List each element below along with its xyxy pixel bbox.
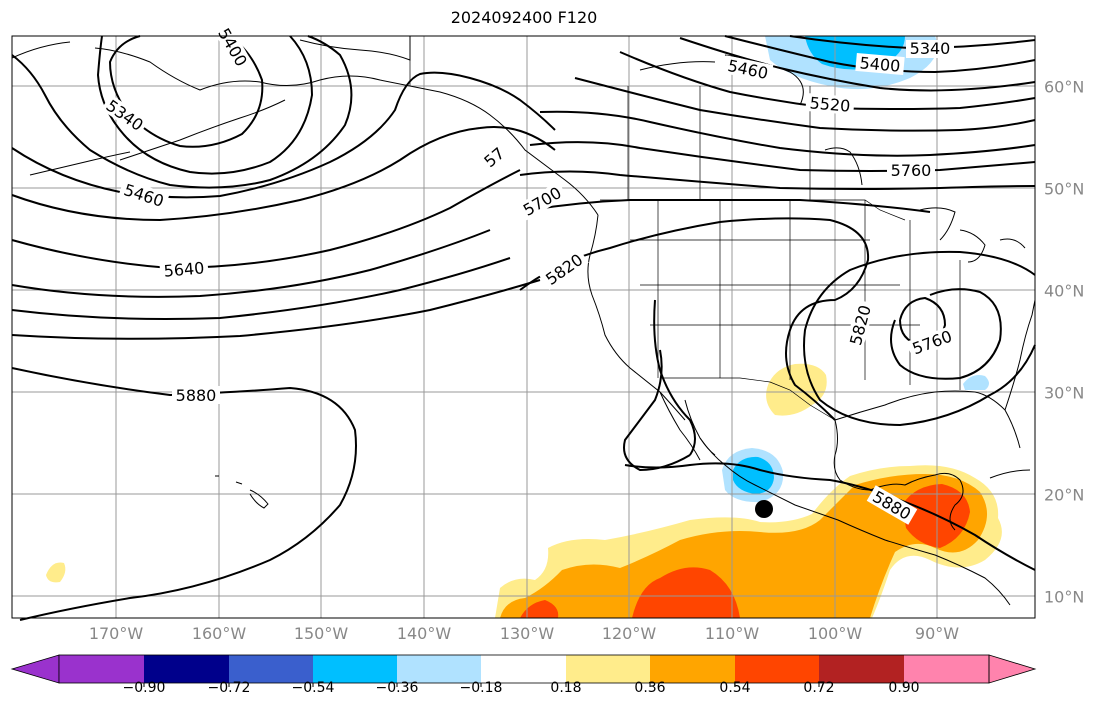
contour-label-5880-w: 5880 [176,386,217,405]
lon-label-160w: 160°W [191,624,247,643]
lat-label-20n: 20°N [1044,485,1085,505]
colorbar-bin-4 [313,655,397,683]
contour-label-5640: 5640 [163,258,205,280]
colorbar-extend-high [988,654,1037,684]
colorbar-bin-5 [397,655,481,683]
colorbar [10,654,1037,687]
colorbar-label-054: 0.54 [719,680,751,696]
contour-label-5760-ne: 5760 [891,161,932,180]
contour-label-5400-nw: 5400 [214,25,251,70]
colorbar-bin-3 [229,655,313,683]
lon-label-120w: 120°W [601,624,657,643]
lat-label-40n: 40°N [1044,281,1085,301]
lon-label-90w: 90°W [914,624,960,643]
colorbar-bin-1 [59,655,144,683]
map-frame [11,35,1036,619]
anomaly-blue-gulf [963,375,989,390]
colorbar-bin-10 [819,655,904,683]
lon-label-150w: 150°W [293,624,349,643]
colorbar-label-072: 0.72 [803,680,835,696]
map-title: 2024092400 F120 [450,8,598,27]
contour-label-5520: 5520 [809,93,851,115]
anomaly-red-south [632,567,740,618]
contour-label-5460-nw: 5460 [122,180,167,211]
colorbar-extend-low [10,654,60,684]
lat-label-10n: 10°N [1044,587,1085,607]
colorbar-label-neg-054: −0.54 [291,680,335,696]
lon-label-170w: 170°W [88,624,144,643]
colorbar-label-neg-090: −0.90 [122,680,166,696]
contour-label-5400-ne: 5400 [859,53,901,75]
colorbar-label-neg-036: −0.36 [375,680,419,696]
colorbar-bin-8 [650,655,735,683]
colorbar-label-neg-072: −0.72 [207,680,251,696]
anomaly-yellow-pacific [46,562,66,583]
lat-label-30n: 30°N [1044,383,1085,403]
lat-label-60n: 60°N [1044,77,1085,97]
lon-label-140w: 140°W [396,624,452,643]
storm-position-marker [755,500,773,518]
anomaly-orange-south [500,474,988,618]
lon-label-100w: 100°W [807,624,863,643]
colorbar-label-018: 0.18 [550,680,582,696]
colorbar-bin-9 [735,655,819,683]
colorbar-bin-6 [481,655,566,683]
contour-labels: 5400 5340 5460 5640 5880 5340 5400 5460 … [100,25,958,525]
contour-label-5760-low: 5760 [910,327,955,359]
anomaly-red-south-west [520,600,559,618]
lon-label-110w: 110°W [704,624,760,643]
colorbar-label-neg-018: −0.18 [459,680,503,696]
contour-label-5340-ne: 5340 [910,39,951,58]
anomaly-yellow-texas [766,363,827,416]
lon-label-130w: 130°W [499,624,555,643]
colorbar-bin-11 [904,655,989,683]
colorbar-bin-7 [566,655,650,683]
colorbar-bin-2 [144,655,229,683]
lat-label-50n: 50°N [1044,179,1085,199]
contour-label-5460-ne: 5460 [726,56,770,83]
colorbar-label-036: 0.36 [634,680,666,696]
colorbar-label-090: 0.90 [888,680,920,696]
